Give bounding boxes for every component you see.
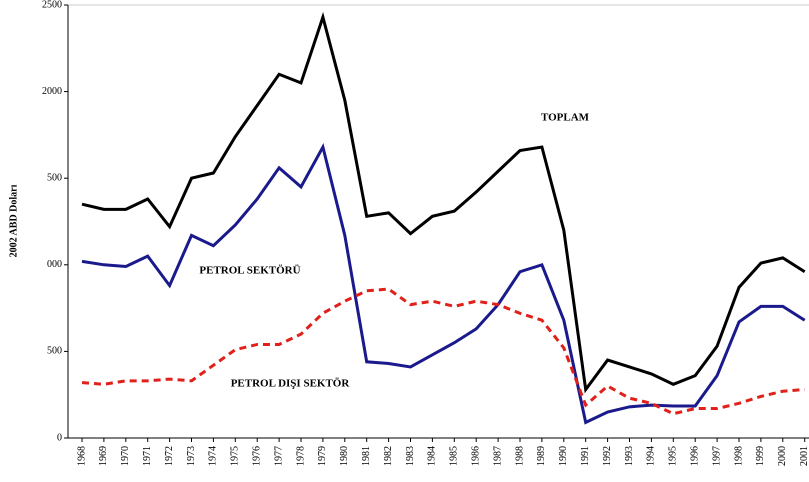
x-tick-label: 1978 — [295, 446, 306, 466]
series-label: PETROL DIŞI SEKTÖR — [231, 377, 351, 390]
series-label: PETROL SEKTÖRÜ — [199, 264, 300, 277]
x-tick-label: 1986 — [470, 446, 481, 466]
x-tick-label: 1987 — [492, 446, 503, 466]
line-series — [81, 11, 806, 394]
y-tick-label: 2000 — [42, 86, 62, 97]
x-tick-label: 1971 — [142, 446, 153, 466]
x-tick-label: 1997 — [711, 446, 722, 466]
y-tick-label: 0 — [57, 432, 62, 443]
x-tick-label: 1973 — [186, 446, 197, 466]
line-series — [81, 287, 805, 416]
y-tick-label: 2500 — [42, 0, 62, 10]
series-label: TOPLAM — [541, 112, 590, 124]
x-tick-label: 1980 — [339, 446, 350, 466]
x-tick-label: 1983 — [405, 446, 416, 466]
x-tick-label: 1991 — [580, 446, 591, 466]
x-tick-label: 1981 — [361, 446, 372, 466]
y-tick-label: 000 — [47, 259, 62, 270]
x-tick-label: 1977 — [273, 446, 284, 466]
x-tick-label: 1996 — [689, 446, 700, 466]
y-axis-label: 2002 ABD Doları — [8, 184, 19, 257]
x-tick-label: 1985 — [449, 446, 460, 466]
x-tick-label: 1993 — [624, 446, 635, 466]
x-tick-label: 1994 — [646, 446, 657, 466]
x-tick-label: 1988 — [514, 446, 525, 466]
x-tick-label: 1984 — [427, 446, 438, 466]
x-tick-label: 1976 — [251, 446, 262, 466]
x-tick-label: 1998 — [733, 446, 744, 466]
x-tick-label: 1992 — [602, 446, 613, 466]
line-series — [81, 142, 806, 425]
x-tick-label: 1970 — [120, 446, 131, 466]
x-tick-label: 1979 — [317, 446, 328, 466]
x-tick-label: 1995 — [668, 446, 679, 466]
x-tick-label: 1982 — [383, 446, 394, 466]
x-tick-label: 1990 — [558, 446, 569, 466]
x-tick-label: 2001 — [799, 446, 809, 466]
y-tick-label: 500 — [47, 172, 62, 183]
x-tick-label: 1974 — [208, 446, 219, 466]
y-tick-label: 500 — [47, 346, 62, 357]
x-tick-label: 1999 — [755, 446, 766, 466]
x-tick-label: 1972 — [164, 446, 175, 466]
x-tick-label: 2000 — [777, 446, 788, 466]
x-tick-label: 1975 — [230, 446, 241, 466]
x-tick-label: 1969 — [98, 446, 109, 466]
x-tick-label: 1968 — [76, 446, 87, 466]
x-tick-label: 1989 — [536, 446, 547, 466]
